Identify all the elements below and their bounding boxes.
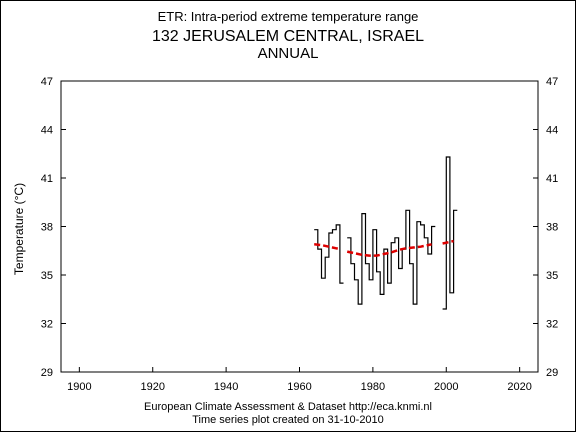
trend-line — [314, 243, 341, 251]
trend-line — [442, 239, 454, 245]
annual-step-line — [442, 156, 458, 310]
x-tick-label: 1960 — [287, 381, 311, 393]
y-tick-label-right: 41 — [546, 173, 558, 185]
chart-title: 132 JERUSALEM CENTRAL, ISRAEL — [151, 28, 425, 45]
y-tick-label-right: 29 — [546, 367, 558, 379]
x-tick-label: 1900 — [67, 381, 91, 393]
plot-area-border — [60, 80, 539, 373]
y-tick-label-left: 38 — [41, 222, 53, 234]
y-tick-label-left: 44 — [41, 125, 53, 137]
x-tick-label: 1920 — [140, 381, 164, 393]
footer-created: Time series plot created on 31-10-2010 — [192, 414, 384, 426]
y-tick-label-left: 41 — [41, 173, 53, 185]
y-tick-label-left: 32 — [41, 319, 53, 331]
y-tick-label-right: 47 — [546, 76, 558, 88]
y-tick-label-left: 47 — [41, 76, 53, 88]
y-tick-label-left: 35 — [41, 270, 53, 282]
x-tick-label: 2000 — [434, 381, 458, 393]
y-tick-label-right: 38 — [546, 222, 558, 234]
y-tick-label-left: 29 — [41, 367, 53, 379]
chart-subtitle: ETR: Intra-period extreme temperature ra… — [157, 9, 419, 24]
footer-credit: European Climate Assessment & Dataset ht… — [144, 401, 432, 413]
y-tick-label-right: 35 — [546, 270, 558, 282]
y-tick-label-right: 32 — [546, 319, 558, 331]
y-tick-label-right: 44 — [546, 125, 558, 137]
x-tick-label: 1980 — [361, 381, 385, 393]
trend-line — [346, 243, 432, 257]
chart-period: ANNUAL — [257, 45, 319, 62]
x-tick-label: 1940 — [214, 381, 238, 393]
annual-step-line — [314, 224, 344, 284]
x-tick-label: 2020 — [507, 381, 531, 393]
annual-step-line — [347, 209, 436, 305]
